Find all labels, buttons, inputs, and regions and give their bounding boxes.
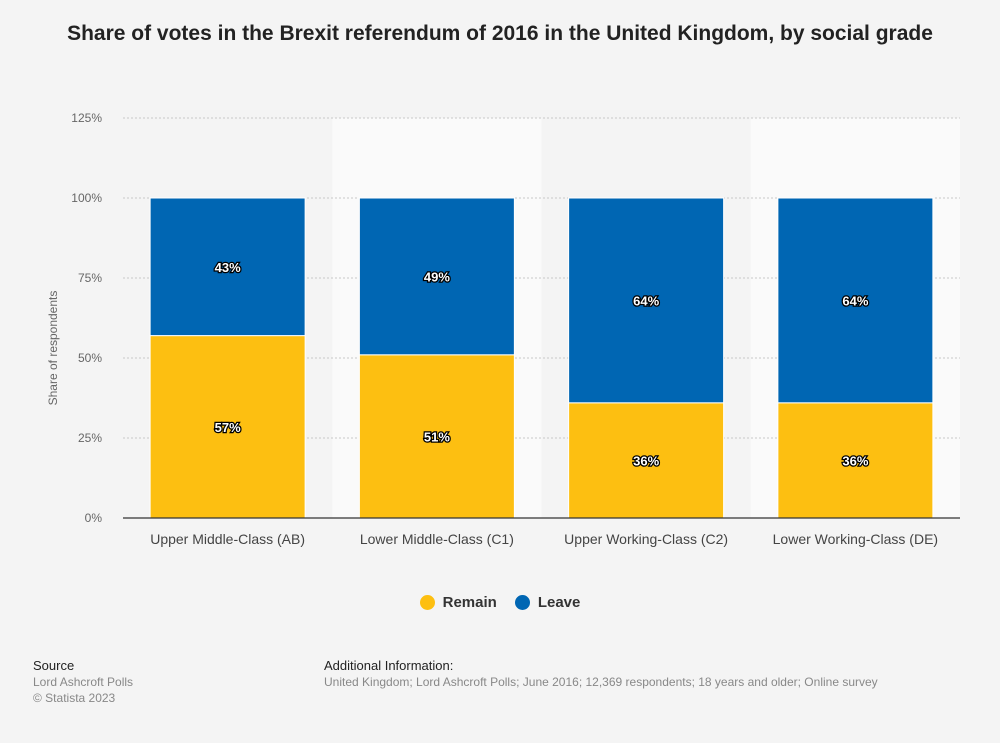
- y-tick-label: 100%: [71, 191, 102, 205]
- bar-remain: [149, 335, 306, 519]
- source-heading: Source: [33, 658, 75, 673]
- bar-leave: [149, 197, 306, 337]
- legend-item-leave[interactable]: Leave: [514, 594, 581, 611]
- bar-leave: [568, 197, 725, 404]
- data-label: 36%: [633, 453, 659, 468]
- data-label: 64%: [633, 293, 659, 308]
- x-tick-label: Lower Working-Class (DE): [773, 531, 938, 547]
- legend-swatch-leave: [514, 595, 530, 610]
- y-tick-label: 75%: [78, 271, 102, 285]
- legend-item-remain[interactable]: Remain: [419, 594, 497, 611]
- x-tick-label: Lower Middle-Class (C1): [360, 531, 514, 547]
- legend-label-leave: Leave: [537, 594, 581, 611]
- chart-legend: Remain Leave: [0, 594, 1000, 611]
- bar-leave: [358, 197, 515, 356]
- data-label: 36%: [842, 453, 868, 468]
- y-tick-label: 0%: [85, 511, 103, 525]
- data-label: 51%: [424, 429, 450, 444]
- data-label: 49%: [424, 269, 450, 284]
- chart-title: Share of votes in the Brexit referendum …: [67, 22, 933, 45]
- data-label: 57%: [215, 420, 241, 435]
- y-axis-label: Share of respondents: [46, 291, 60, 406]
- y-tick-label: 125%: [71, 111, 102, 125]
- data-label: 64%: [842, 293, 868, 308]
- legend-swatch-remain: [419, 595, 435, 610]
- data-label: 43%: [215, 260, 241, 275]
- chart-plot: 0% 25% 50% 75% 100% 125% Share of respondents 5…: [46, 111, 960, 547]
- source-line-copyright: © Statista 2023: [33, 691, 116, 705]
- additional-info-block: Additional Information: United Kingdom; …: [324, 658, 878, 690]
- legend-label-remain: Remain: [442, 594, 497, 611]
- y-tick-label: 50%: [78, 351, 102, 365]
- source-block: Source Lord Ashcroft Polls © Statista 20…: [33, 658, 133, 706]
- source-line-publisher[interactable]: Lord Ashcroft Polls: [33, 675, 134, 689]
- additional-info-text: United Kingdom; Lord Ashcroft Polls; Jun…: [324, 675, 878, 689]
- x-tick-label: Upper Working-Class (C2): [564, 531, 728, 547]
- additional-info-heading: Additional Information:: [324, 658, 454, 673]
- x-tick-label: Upper Middle-Class (AB): [150, 531, 305, 547]
- bar-leave: [777, 197, 934, 404]
- y-tick-label: 25%: [78, 431, 102, 445]
- bar-remain: [777, 402, 934, 519]
